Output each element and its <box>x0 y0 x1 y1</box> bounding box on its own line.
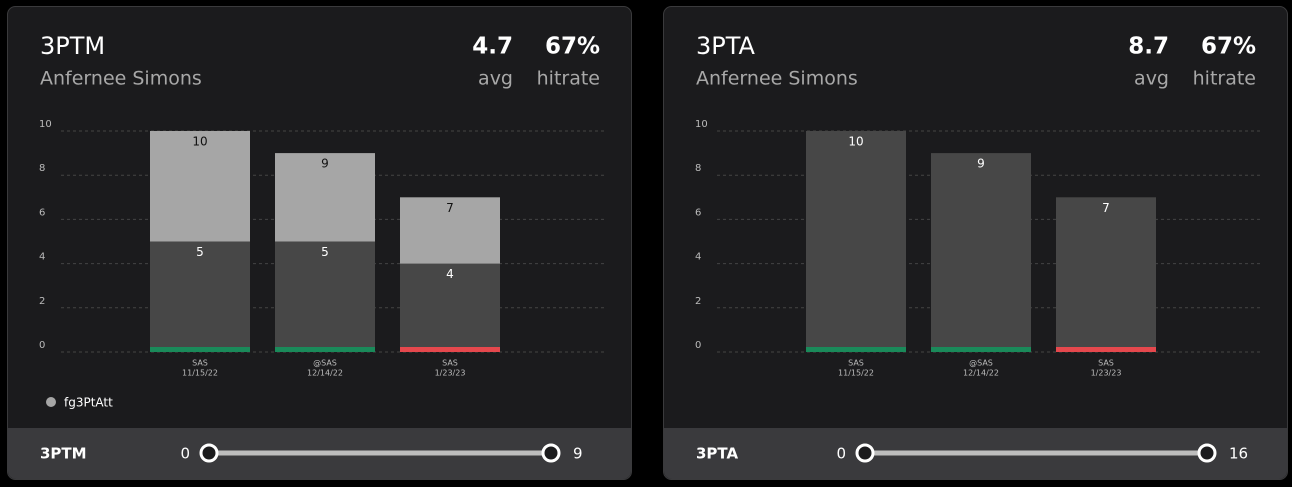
value-label: 9 <box>977 157 985 171</box>
slider-max: 9 <box>573 445 583 463</box>
slider-min: 0 <box>180 445 190 463</box>
value-label: 5 <box>321 245 329 259</box>
result-strip <box>1056 347 1156 352</box>
x-tick-label: SAS <box>1098 359 1114 368</box>
stat-label: hitrate <box>1193 68 1256 90</box>
stat-label: avg <box>478 68 513 90</box>
x-tick-label: @SAS <box>969 359 993 368</box>
legend-dot <box>46 397 56 407</box>
value-label: 10 <box>192 135 207 149</box>
value-label: 9 <box>321 157 329 171</box>
x-tick-label: @SAS <box>313 359 337 368</box>
result-strip <box>400 347 500 352</box>
card-subtitle: Anfernee Simons <box>40 68 202 90</box>
y-tick-label: 4 <box>39 252 45 263</box>
value-label: 4 <box>446 267 454 281</box>
value-label: 5 <box>196 245 204 259</box>
slider-handle[interactable] <box>855 443 875 463</box>
result-strip <box>806 347 906 352</box>
card-subtitle: Anfernee Simons <box>696 68 858 90</box>
result-strip <box>931 347 1031 352</box>
stat-label: avg <box>1134 68 1169 90</box>
bar <box>150 241 250 352</box>
slider-label: 3PTA <box>696 445 738 463</box>
bar <box>1056 197 1156 352</box>
bar <box>931 153 1031 352</box>
value-label: 10 <box>848 135 863 149</box>
y-tick-label: 0 <box>39 340 45 351</box>
stat-value: 67% <box>1201 34 1256 60</box>
y-tick-label: 10 <box>695 119 708 130</box>
legend-label: fg3PtAtt <box>64 396 113 410</box>
slider-label: 3PTM <box>40 445 87 463</box>
y-tick-label: 6 <box>39 207 45 218</box>
x-tick-label: SAS <box>848 359 864 368</box>
x-tick-date: 11/15/22 <box>838 369 874 378</box>
x-tick-date: 12/14/22 <box>963 369 999 378</box>
x-tick-date: 1/23/23 <box>435 369 466 378</box>
stat-label: hitrate <box>537 68 600 90</box>
bar <box>806 131 906 352</box>
slider-min: 0 <box>836 445 846 463</box>
bar <box>275 241 375 352</box>
slider-handle[interactable] <box>1197 443 1217 463</box>
y-tick-label: 8 <box>39 163 45 174</box>
stat-value: 4.7 <box>472 34 513 60</box>
slider-handle[interactable] <box>199 443 219 463</box>
y-tick-label: 2 <box>39 296 45 307</box>
result-strip <box>150 347 250 352</box>
x-tick-label: SAS <box>192 359 208 368</box>
y-tick-label: 8 <box>695 163 701 174</box>
stat-value: 8.7 <box>1128 34 1169 60</box>
x-tick-date: 11/15/22 <box>182 369 218 378</box>
y-tick-label: 6 <box>695 207 701 218</box>
x-tick-date: 1/23/23 <box>1091 369 1122 378</box>
card-title: 3PTM <box>40 32 105 60</box>
y-tick-label: 2 <box>695 296 701 307</box>
card-title: 3PTA <box>696 32 756 60</box>
x-tick-date: 12/14/22 <box>307 369 343 378</box>
y-tick-label: 10 <box>39 119 52 130</box>
value-label: 7 <box>1102 201 1110 215</box>
y-tick-label: 0 <box>695 340 701 351</box>
value-label: 7 <box>446 201 454 215</box>
slider-handle[interactable] <box>541 443 561 463</box>
stat-value: 67% <box>545 34 600 60</box>
bar <box>400 263 500 352</box>
x-tick-label: SAS <box>442 359 458 368</box>
result-strip <box>275 347 375 352</box>
y-tick-label: 4 <box>695 252 701 263</box>
slider-max: 16 <box>1229 445 1248 463</box>
